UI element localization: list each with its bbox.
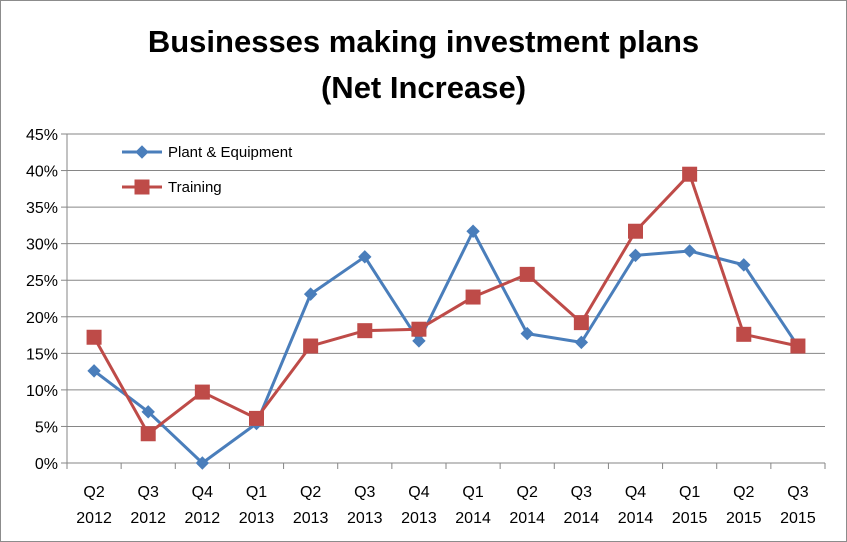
data-point bbox=[87, 364, 101, 378]
data-point bbox=[519, 266, 535, 282]
data-point bbox=[86, 329, 102, 345]
legend-item: Training bbox=[122, 179, 222, 196]
axes bbox=[61, 133, 826, 469]
x-tick-label: Q2 2013 bbox=[293, 484, 329, 527]
y-tick-label: 30% bbox=[26, 237, 58, 254]
x-tick-label: Q4 2012 bbox=[185, 484, 221, 527]
x-tick-label: Q2 2012 bbox=[76, 484, 112, 527]
legend-label: Plant & Equipment bbox=[168, 144, 293, 161]
y-tick-label: 15% bbox=[26, 346, 58, 363]
data-point bbox=[411, 321, 427, 337]
x-tick-label: Q1 2013 bbox=[239, 484, 275, 527]
x-tick-label: Q3 2014 bbox=[564, 484, 600, 527]
data-point bbox=[357, 323, 373, 339]
data-point bbox=[736, 326, 752, 342]
x-tick-label: Q3 2013 bbox=[347, 484, 383, 527]
y-tick-label: 25% bbox=[26, 273, 58, 290]
data-point bbox=[682, 244, 697, 258]
series-plant-equipment bbox=[87, 224, 805, 470]
data-point bbox=[195, 456, 210, 470]
x-tick-label: Q2 2015 bbox=[726, 484, 762, 527]
data-point bbox=[358, 250, 372, 264]
series-line bbox=[92, 172, 799, 436]
x-tick-label: Q1 2015 bbox=[672, 484, 708, 527]
legend-point bbox=[135, 145, 149, 159]
legend-point bbox=[134, 179, 150, 195]
data-point bbox=[140, 426, 156, 442]
legend-item: Plant & Equipment bbox=[122, 144, 293, 161]
data-point bbox=[303, 338, 319, 354]
x-tick-label: Q3 2012 bbox=[130, 484, 166, 527]
y-tick-label: 0% bbox=[35, 456, 58, 473]
x-tick-label: Q1 2014 bbox=[455, 484, 491, 527]
data-point bbox=[520, 326, 534, 341]
data-point bbox=[790, 338, 806, 354]
data-point bbox=[412, 334, 426, 348]
legend: Plant & Equipment Training bbox=[122, 144, 293, 196]
data-point bbox=[737, 258, 751, 272]
data-point bbox=[249, 410, 264, 426]
data-point bbox=[628, 248, 643, 263]
chart-title: Businesses making investment plans bbox=[147, 24, 700, 59]
data-point bbox=[303, 287, 318, 301]
y-axis-tick-labels: 0% 5% 10% 15% 20% 25% 30% 35% 40% 45% bbox=[26, 127, 58, 473]
y-tick-label: 20% bbox=[26, 310, 58, 327]
x-axis-tick-labels: Q2 2012 Q3 2012 Q4 2012 Q1 2013 Q2 2013 Q3 2013 Q4 20… bbox=[76, 484, 816, 527]
data-point bbox=[628, 223, 643, 239]
data-point bbox=[573, 315, 589, 331]
y-tick-label: 10% bbox=[26, 383, 58, 400]
data-point bbox=[465, 289, 481, 305]
x-tick-label: Q2 2014 bbox=[509, 484, 545, 527]
y-tick-label: 45% bbox=[26, 127, 58, 144]
data-point bbox=[141, 405, 155, 419]
y-tick-label: 40% bbox=[26, 164, 58, 181]
data-point bbox=[682, 166, 698, 182]
x-tick-label: Q3 2015 bbox=[780, 484, 816, 527]
series-line bbox=[93, 229, 800, 465]
chart-subtitle: (Net Increase) bbox=[320, 70, 527, 105]
y-tick-label: 5% bbox=[35, 419, 58, 436]
legend-label: Training bbox=[168, 179, 222, 196]
data-point bbox=[466, 224, 480, 238]
data-point bbox=[194, 384, 210, 400]
x-tick-label: Q4 2013 bbox=[401, 484, 437, 527]
data-point bbox=[574, 335, 589, 350]
x-tick-label: Q4 2014 bbox=[618, 484, 654, 527]
y-tick-label: 35% bbox=[26, 200, 58, 217]
data-series bbox=[86, 166, 806, 470]
series-training bbox=[86, 166, 806, 442]
gridlines bbox=[67, 133, 825, 427]
